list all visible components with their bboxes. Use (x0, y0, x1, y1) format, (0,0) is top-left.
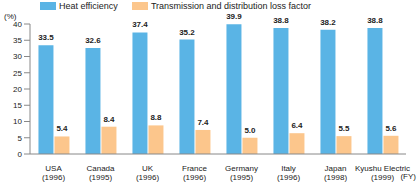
svg-text:38.8: 38.8 (367, 16, 383, 25)
svg-text:(1995): (1995) (89, 173, 112, 182)
svg-text:France: France (182, 164, 207, 173)
svg-text:(1995): (1995) (230, 173, 253, 182)
svg-text:(1999): (1999) (371, 173, 394, 182)
svg-text:35.2: 35.2 (179, 28, 195, 37)
svg-text:Germany: Germany (225, 164, 258, 173)
svg-text:Canada: Canada (86, 164, 115, 173)
svg-text:(1998): (1998) (324, 173, 347, 182)
svg-text:10: 10 (13, 117, 22, 126)
svg-text:Italy: Italy (281, 164, 296, 173)
svg-text:5.5: 5.5 (338, 124, 350, 133)
svg-text:33.5: 33.5 (38, 33, 54, 42)
svg-text:(1996): (1996) (277, 173, 300, 182)
svg-text:0: 0 (18, 150, 23, 159)
svg-text:5.4: 5.4 (56, 124, 68, 133)
svg-text:5.0: 5.0 (244, 126, 256, 135)
svg-text:40: 40 (13, 20, 22, 29)
svg-text:32.6: 32.6 (85, 36, 101, 45)
html-text:Transmission and distribution: Transmission and distribution loss facto… (150, 1, 312, 11)
svg-text:6.4: 6.4 (291, 121, 303, 130)
svg-text:38.2: 38.2 (320, 18, 336, 27)
svg-text:30: 30 (13, 52, 22, 61)
svg-text:USA: USA (45, 164, 62, 173)
svg-text:37.4: 37.4 (132, 20, 148, 29)
svg-text:35: 35 (13, 36, 22, 45)
svg-text:UK: UK (142, 164, 154, 173)
svg-text:(1996): (1996) (42, 173, 65, 182)
svg-text:38.8: 38.8 (273, 16, 289, 25)
svg-text:25: 25 (13, 69, 22, 78)
svg-text:15: 15 (13, 101, 22, 110)
html-text:(FY): (FY) (400, 172, 416, 181)
svg-text:20: 20 (13, 85, 22, 94)
svg-text:Kyushu Electric: Kyushu Electric (355, 164, 410, 173)
svg-text:39.9: 39.9 (226, 12, 242, 21)
svg-text:(1996): (1996) (183, 173, 206, 182)
svg-text:(1996): (1996) (136, 173, 159, 182)
svg-text:Japan: Japan (325, 164, 347, 173)
svg-text:8.4: 8.4 (103, 115, 115, 124)
svg-text:8.8: 8.8 (150, 113, 162, 122)
svg-text:5.6: 5.6 (385, 124, 397, 133)
svg-text:5: 5 (18, 134, 23, 143)
html-text:Heat efficiency: Heat efficiency (59, 1, 118, 11)
svg-text:7.4: 7.4 (197, 118, 209, 127)
